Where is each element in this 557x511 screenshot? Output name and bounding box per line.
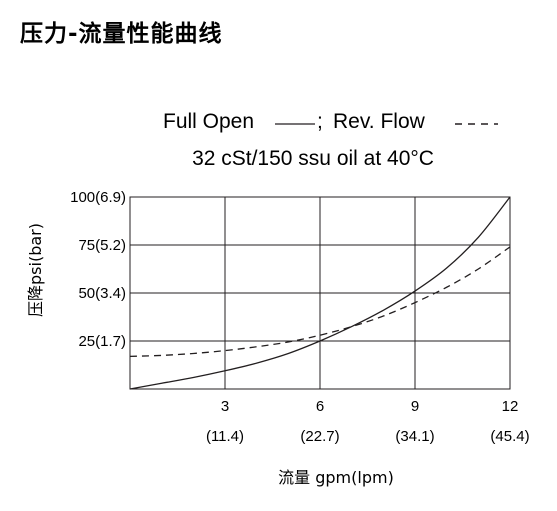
grid: [130, 197, 510, 389]
chart-subtitle: 32 cSt/150 ssu oil at 40°C: [192, 147, 434, 170]
legend: Full Open ; Rev. Flow 32 cSt/150 ssu oil…: [163, 110, 498, 170]
legend-separator: ;: [317, 110, 329, 133]
y-tick-label: 100(6.9): [70, 189, 126, 206]
x-tick-label: 12: [502, 398, 519, 415]
x-tick-sublabel: (22.7): [300, 428, 339, 445]
plot-frame: [129, 196, 511, 390]
y-tick-labels: 25(1.7) 50(3.4) 75(5.2) 100(6.9): [70, 189, 126, 350]
legend-rev-flow-label: Rev. Flow: [333, 110, 426, 133]
x-tick-label: 9: [411, 398, 419, 415]
x-tick-sublabel: (45.4): [490, 428, 529, 445]
full-open-curve: [129, 196, 511, 390]
series-group: [129, 196, 511, 390]
x-tick-label: 3: [221, 398, 229, 415]
y-axis-label: 压降psi(bar): [26, 223, 45, 317]
chart-title: 压力-流量性能曲线: [20, 20, 223, 47]
x-axis-label: 流量 gpm(lpm): [278, 468, 394, 487]
legend-full-open-label: Full Open: [163, 110, 254, 133]
x-tick-labels: 3 (11.4) 6 (22.7) 9 (34.1) 12 (45.4): [206, 398, 530, 445]
x-tick-sublabel: (11.4): [206, 428, 244, 445]
y-tick-label: 50(3.4): [78, 285, 126, 302]
x-tick-label: 6: [316, 398, 324, 415]
rev-flow-curve: [129, 246, 511, 358]
x-tick-sublabel: (34.1): [395, 428, 434, 445]
y-tick-label: 75(5.2): [78, 237, 126, 254]
y-tick-label: 25(1.7): [78, 333, 126, 350]
